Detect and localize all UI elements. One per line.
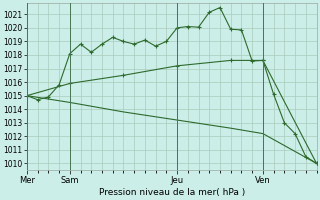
X-axis label: Pression niveau de la mer( hPa ): Pression niveau de la mer( hPa ) (99, 188, 245, 197)
